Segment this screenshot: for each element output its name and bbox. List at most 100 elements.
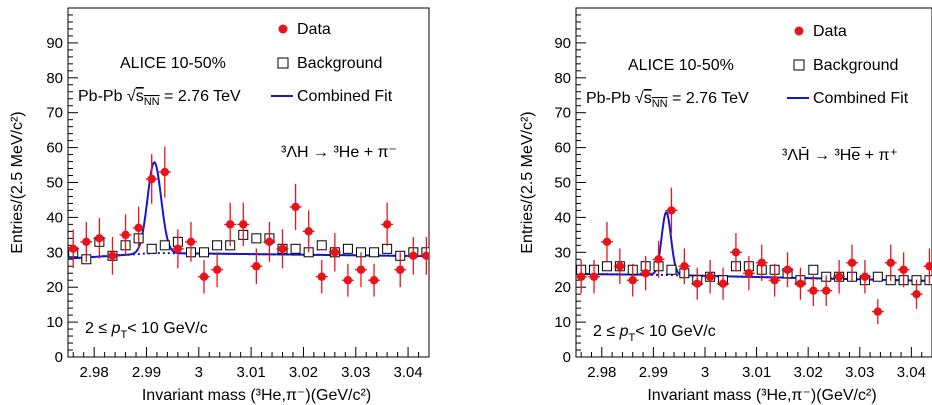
data-point bbox=[783, 265, 792, 274]
y-tick-label: 50 bbox=[46, 175, 63, 192]
y-tick-label: 10 bbox=[554, 314, 571, 331]
data-point bbox=[925, 262, 932, 271]
x-tick-label: 3.04 bbox=[897, 364, 926, 381]
legend-data-label: Data bbox=[297, 21, 331, 38]
data-point bbox=[330, 248, 340, 257]
data-point bbox=[809, 286, 818, 295]
x-tick-label: 3.02 bbox=[289, 364, 318, 381]
data-point bbox=[382, 220, 392, 229]
legend: Data Background Combined Fit bbox=[271, 21, 393, 105]
data-point bbox=[899, 265, 908, 274]
data-point bbox=[82, 237, 91, 247]
y-tick-label: 30 bbox=[46, 244, 63, 261]
y-tick-label: 80 bbox=[46, 70, 63, 87]
x-tick-label: 2.99 bbox=[639, 364, 668, 381]
y-tick-label: 0 bbox=[563, 349, 571, 366]
background-point bbox=[666, 264, 677, 275]
data-point bbox=[304, 227, 313, 236]
x-tick-label: 3.01 bbox=[237, 364, 266, 381]
background-point bbox=[872, 271, 883, 282]
data-point bbox=[69, 244, 78, 254]
data-point bbox=[628, 276, 637, 285]
y-tick-label: 40 bbox=[554, 209, 571, 226]
data-point bbox=[291, 202, 300, 212]
pt-range-label: 2 ≤ pT< 10 GeV/c bbox=[85, 320, 208, 341]
legend: Data Background Combined Fit bbox=[787, 23, 909, 107]
data-point bbox=[199, 272, 209, 281]
y-tick-label: 20 bbox=[46, 279, 63, 296]
data-point bbox=[822, 286, 831, 295]
y-tick-label: 60 bbox=[46, 140, 63, 157]
y-tick-label: 30 bbox=[554, 244, 571, 261]
legend-background-label: Background bbox=[813, 57, 898, 74]
data-point bbox=[147, 174, 156, 184]
data-point bbox=[589, 272, 599, 281]
reaction-label: ³ΛH̄ → ³He̅ + π⁺ bbox=[782, 146, 898, 164]
x-tick-label: 2.98 bbox=[587, 364, 616, 381]
data-point bbox=[731, 248, 741, 257]
legend-data-label: Data bbox=[813, 23, 847, 40]
data-point bbox=[356, 265, 366, 274]
data-point bbox=[265, 237, 274, 247]
background-point bbox=[251, 233, 262, 244]
data-point bbox=[718, 279, 728, 288]
data-point bbox=[108, 251, 117, 260]
experiment-label: ALICE 10-50% bbox=[120, 55, 226, 72]
data-point bbox=[886, 258, 895, 267]
y-tick-label: 90 bbox=[46, 35, 63, 52]
y-tick-label: 10 bbox=[46, 314, 63, 331]
data-point bbox=[860, 272, 870, 281]
x-tick-label: 2.98 bbox=[80, 364, 109, 381]
data-point bbox=[680, 262, 689, 271]
data-point bbox=[186, 237, 196, 247]
combined-fit-line bbox=[68, 161, 429, 260]
background-point bbox=[342, 243, 353, 254]
data-point bbox=[770, 276, 779, 285]
data-point bbox=[95, 234, 104, 243]
data-point bbox=[409, 251, 418, 260]
system-label: Pb-Pb √sNN = 2.76 TeV bbox=[78, 88, 241, 108]
background-point bbox=[369, 247, 380, 258]
data-point bbox=[757, 258, 766, 267]
y-tick-label: 90 bbox=[554, 35, 571, 52]
data-point bbox=[173, 244, 183, 254]
data-point bbox=[912, 289, 921, 299]
data-point bbox=[225, 220, 235, 229]
x-tick-label: 3.04 bbox=[393, 364, 422, 381]
data-point bbox=[212, 265, 222, 274]
data-point bbox=[369, 276, 379, 285]
data-point bbox=[278, 244, 287, 254]
pt-range-label: 2 ≤ pT< 10 GeV/c bbox=[593, 323, 716, 344]
y-tick-label: 0 bbox=[55, 349, 63, 366]
data-point bbox=[121, 230, 130, 240]
data-point bbox=[615, 262, 625, 271]
data-point bbox=[317, 272, 326, 281]
legend-data-marker bbox=[794, 26, 804, 36]
background-point bbox=[212, 240, 223, 251]
y-tick-label: 70 bbox=[554, 105, 571, 122]
x-tick-label: 3.02 bbox=[794, 364, 823, 381]
data-point bbox=[654, 255, 663, 264]
data-point bbox=[252, 262, 261, 271]
background-point bbox=[199, 247, 210, 258]
y-tick-label: 60 bbox=[554, 140, 571, 157]
legend-background-label: Background bbox=[297, 55, 382, 72]
data-point bbox=[667, 206, 676, 215]
y-tick-label: 20 bbox=[554, 279, 571, 296]
data-point bbox=[693, 279, 702, 288]
legend-fit-label: Combined Fit bbox=[297, 88, 393, 105]
data-point bbox=[396, 265, 405, 274]
x-tick-label: 3.01 bbox=[742, 364, 771, 381]
x-tick-label: 3 bbox=[701, 364, 709, 381]
y-axis-label: Entries/(2.5 MeV/c²) bbox=[9, 111, 26, 253]
background-point bbox=[808, 264, 819, 275]
data-point bbox=[834, 272, 844, 281]
data-point bbox=[239, 220, 248, 229]
data-point bbox=[134, 223, 143, 233]
y-tick-label: 80 bbox=[554, 70, 571, 87]
background-point bbox=[159, 240, 170, 251]
x-axis-label: Invariant mass (³He,π⁻)(GeV/c²) bbox=[647, 387, 876, 404]
x-axis-label: Invariant mass (³He,π⁻)(GeV/c²) bbox=[142, 387, 371, 404]
x-tick-label: 3 bbox=[195, 364, 203, 381]
